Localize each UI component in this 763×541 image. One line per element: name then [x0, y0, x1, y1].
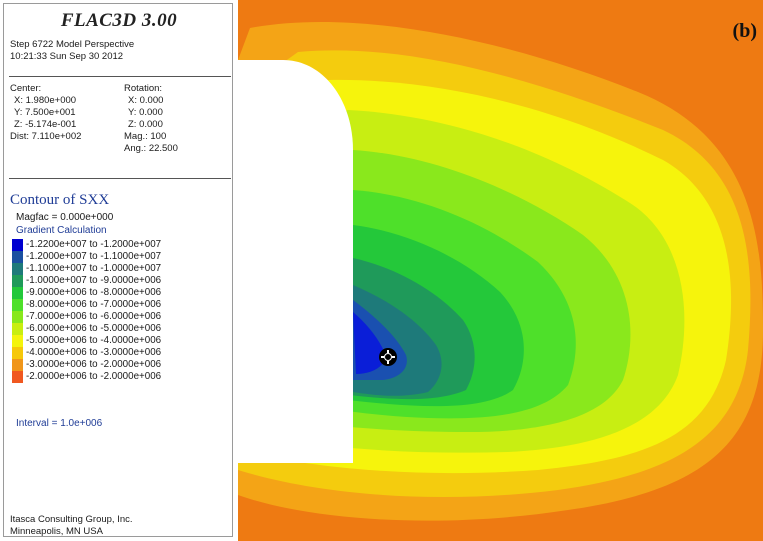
view-center-block: Center: X: 1.980e+000 Y: 7.500e+001 Z: -…: [10, 83, 81, 143]
legend-row: -2.0000e+006 to -2.0000e+006: [12, 371, 222, 383]
tunnel-excavation: [238, 60, 353, 463]
company-location: Minneapolis, MN USA: [10, 526, 103, 537]
rotation-x: X: 0.000: [128, 95, 164, 106]
legend-row: -9.0000e+006 to -8.0000e+006: [12, 287, 222, 299]
legend-label: -1.1000e+007 to -1.0000e+007: [26, 263, 162, 274]
rotation-z: Z: 0.000: [128, 119, 163, 130]
legend-label: -2.0000e+006 to -2.0000e+006: [26, 371, 162, 382]
legend-row: -1.2200e+007 to -1.2000e+007: [12, 239, 222, 251]
center-z: Z: -5.174e-001: [14, 119, 77, 130]
rotation-y: Y: 0.000: [128, 107, 163, 118]
legend-label: -6.0000e+006 to -5.0000e+006: [26, 323, 162, 334]
legend-swatch: [12, 335, 23, 347]
center-x: X: 1.980e+000: [14, 95, 77, 106]
legend-swatch: [12, 287, 23, 299]
contour-legend: -1.2200e+007 to -1.2000e+007 -1.2000e+007…: [12, 239, 222, 383]
magnification: Mag.: 100: [124, 131, 167, 142]
stress-contour-plot: [238, 0, 763, 541]
legend-row: -5.0000e+006 to -4.0000e+006: [12, 335, 222, 347]
company-credit: Itasca Consulting Group, Inc. Minneapoli…: [10, 514, 133, 538]
legend-row: -6.0000e+006 to -5.0000e+006: [12, 323, 222, 335]
legend-swatch: [12, 323, 23, 335]
legend-swatch: [12, 239, 23, 251]
legend-swatch: [12, 347, 23, 359]
legend-row: -1.1000e+007 to -1.0000e+007: [12, 263, 222, 275]
contour-band-13: [353, 312, 386, 374]
legend-label: -4.0000e+006 to -3.0000e+006: [26, 347, 162, 358]
legend-swatch: [12, 371, 23, 383]
legend-label: -7.0000e+006 to -6.0000e+006: [26, 311, 162, 322]
company-name: Itasca Consulting Group, Inc.: [10, 514, 133, 525]
legend-row: -1.2000e+007 to -1.1000e+007: [12, 251, 222, 263]
legend-label: -8.0000e+006 to -7.0000e+006: [26, 299, 162, 310]
model-viewport[interactable]: (b): [238, 0, 763, 541]
legend-swatch: [12, 275, 23, 287]
rotation-label: Rotation:: [124, 83, 163, 94]
magfac-value: Magfac = 0.000e+000: [16, 212, 114, 223]
legend-label: -5.0000e+006 to -4.0000e+006: [26, 335, 162, 346]
legend-panel: FLAC3D 3.00 Step 6722 Model Perspective …: [3, 3, 233, 537]
contour-title: Contour of SXX: [10, 192, 110, 208]
gradient-calculation-label: Gradient Calculation: [16, 225, 107, 236]
step-info: Step 6722 Model Perspective: [10, 39, 135, 50]
legend-row: -4.0000e+006 to -3.0000e+006: [12, 347, 222, 359]
legend-swatch: [12, 359, 23, 371]
legend-label: -9.0000e+006 to -8.0000e+006: [26, 287, 162, 298]
legend-swatch: [12, 311, 23, 323]
center-label: Center:: [10, 83, 42, 94]
legend-row: -3.0000e+006 to -2.0000e+006: [12, 359, 222, 371]
legend-row: -7.0000e+006 to -6.0000e+006: [12, 311, 222, 323]
legend-label: -1.0000e+007 to -9.0000e+006: [26, 275, 162, 286]
legend-swatch: [12, 299, 23, 311]
panel-label: (b): [732, 20, 757, 42]
view-angle: Ang.: 22.500: [124, 143, 178, 154]
divider: [9, 76, 231, 77]
legend-label: -3.0000e+006 to -2.0000e+006: [26, 359, 162, 370]
app-title: FLAC3D 3.00: [60, 10, 178, 31]
center-y: Y: 7.500e+001: [14, 107, 76, 118]
legend-row: -1.0000e+007 to -9.0000e+006: [12, 275, 222, 287]
legend-row: -8.0000e+006 to -7.0000e+006: [12, 299, 222, 311]
contour-interval: Interval = 1.0e+006: [16, 418, 103, 429]
legend-swatch: [12, 263, 23, 275]
timestamp: 10:21:33 Sun Sep 30 2012: [10, 51, 124, 62]
legend-label: -1.2200e+007 to -1.2000e+007: [26, 239, 162, 250]
rotation-pivot-icon[interactable]: [379, 348, 397, 366]
legend-label: -1.2000e+007 to -1.1000e+007: [26, 251, 162, 262]
view-distance: Dist: 7.110e+002: [10, 131, 82, 142]
view-rotation-block: Rotation: X: 0.000 Y: 0.000 Z: 0.000 Mag…: [124, 83, 178, 155]
divider: [9, 178, 231, 179]
legend-swatch: [12, 251, 23, 263]
